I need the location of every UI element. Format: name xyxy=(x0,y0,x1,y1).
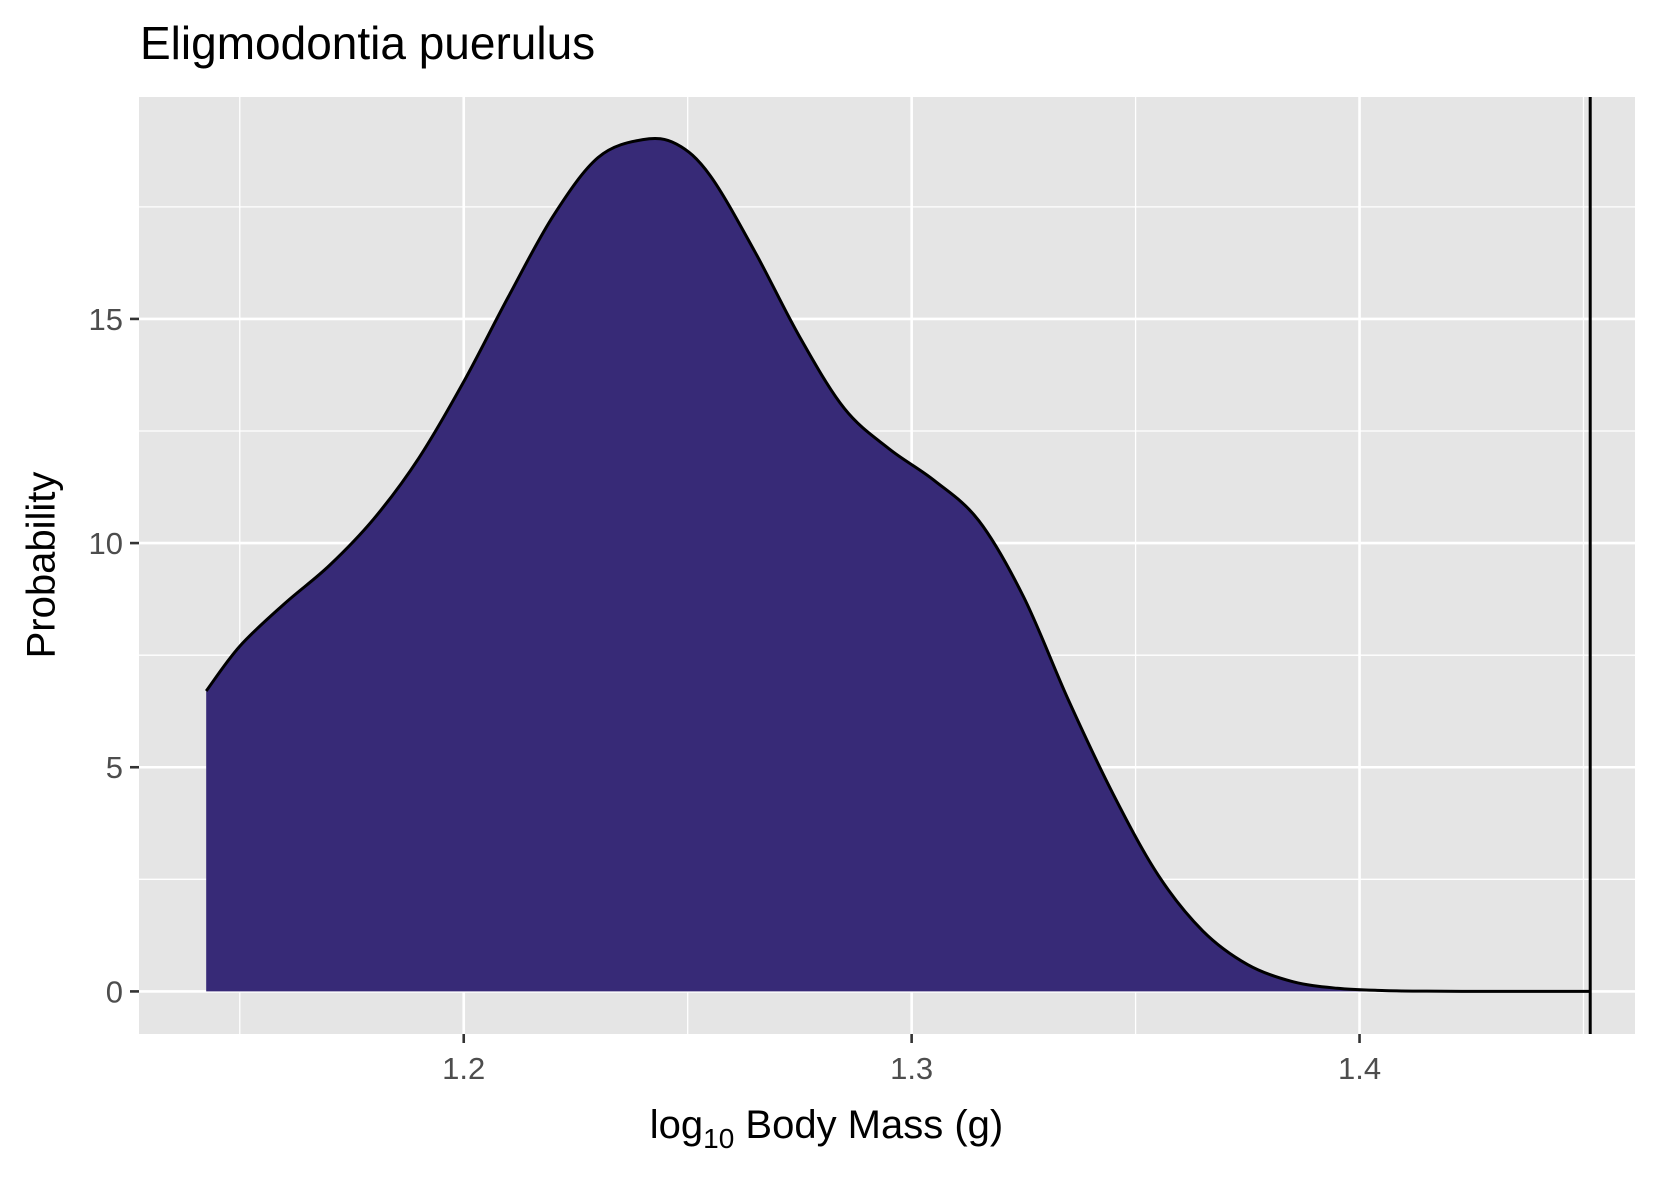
x-axis-label-suffix: Body Mass (g) xyxy=(734,1103,1004,1147)
y-tick-label: 5 xyxy=(106,750,123,785)
y-tick-label: 0 xyxy=(106,974,123,1009)
density-area xyxy=(206,138,1591,992)
y-tick-label: 10 xyxy=(89,526,123,561)
y-axis: 0 5 10 15 xyxy=(89,302,139,1009)
x-axis: 1.2 1.3 1.4 xyxy=(442,1034,1381,1086)
x-axis-label: log10 Body Mass (g) xyxy=(0,1103,1653,1154)
y-axis-label: Probability xyxy=(19,471,64,659)
x-axis-label-prefix: log xyxy=(649,1103,704,1147)
x-tick-label: 1.3 xyxy=(890,1051,933,1086)
chart-title: Eligmodontia puerulus xyxy=(140,17,596,69)
x-tick-label: 1.2 xyxy=(442,1051,485,1086)
x-tick-label: 1.4 xyxy=(1338,1051,1381,1086)
y-tick-label: 15 xyxy=(89,302,123,337)
density-curve xyxy=(204,136,1591,993)
x-axis-label-subscript: 10 xyxy=(703,1123,735,1154)
